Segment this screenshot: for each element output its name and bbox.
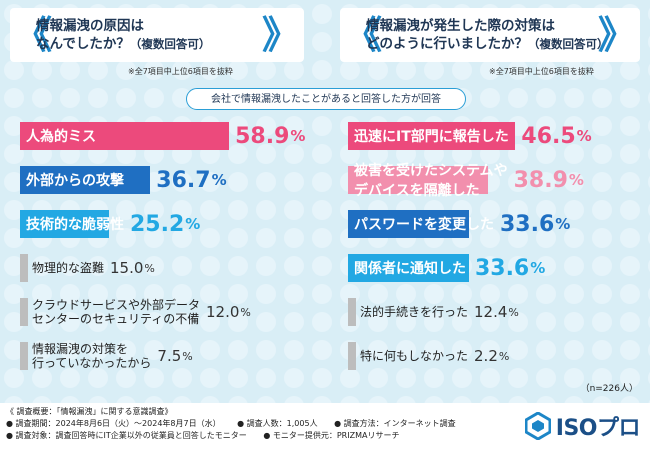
survey-count: ● 調査人数：1,005人: [237, 419, 318, 428]
bar-category-label: 情報漏洩の対策を 行っていなかったから: [32, 342, 152, 370]
bar-category-label: 外部からの攻撃: [26, 173, 124, 189]
bar-value-label: 58.9%: [235, 123, 306, 149]
right-question-header: 《 情報漏洩が発生した際の対策は どのように行いましたか？（複数回答可） 》: [340, 8, 640, 62]
bar: [20, 210, 110, 238]
bar-value-label: 38.9%: [513, 167, 584, 193]
right-title-line1: 情報漏洩が発生した際の対策は: [366, 18, 555, 34]
bar-category-label: 人為的ミス: [26, 129, 96, 145]
bar: [348, 122, 516, 150]
left-note: ※全7項目中上位6項目を抜粋: [128, 67, 233, 76]
bar-category-label: 物理的な盗難: [32, 261, 105, 275]
bar: [20, 122, 230, 150]
survey-overview: 《 調査概要：「情報漏洩」に関する意識調査》 ● 調査期間：2024年8月6日（…: [6, 406, 470, 442]
bar-value-label: 2.2%: [474, 347, 510, 365]
survey-target: ● 調査対象：調査回答時にIT企業以外の従業員と回答したモニター: [6, 431, 247, 440]
right-note: ※全7項目中上位6項目を抜粋: [489, 67, 594, 76]
bar: [348, 166, 489, 194]
bar-row: パスワードを変更した 33.6%: [348, 210, 638, 238]
isopro-logo: ISOプロ: [524, 411, 641, 441]
respondent-banner: 会社で情報漏洩したことがあると回答した方が回答: [186, 88, 466, 110]
bar-value-label: 33.6%: [474, 255, 546, 281]
bar-row: クラウドサービスや外部データ センターのセキュリティの不備 12.0%: [20, 298, 320, 326]
footer: 《 調査概要：「情報漏洩」に関する意識調査》 ● 調査期間：2024年8月6日（…: [0, 403, 650, 450]
bar-value-label: 36.7%: [156, 167, 227, 193]
survey-period: ● 調査期間：2024年8月6日（火）～2024年8月7日（水）: [6, 419, 221, 428]
bar-value-label: 46.5%: [521, 123, 592, 149]
right-bar-chart: 迅速にIT部門に報告した 46.5% 被害を受けたシステムや デバイスを隔離した 38.…: [348, 122, 638, 394]
bar-category-label: 迅速にIT部門に報告した: [354, 129, 509, 145]
bar-row: 外部からの攻撃 36.7%: [20, 166, 320, 194]
right-title-line2: どのように行いましたか？: [366, 36, 528, 52]
bar-value-label: 12.0%: [206, 303, 251, 321]
bar-category-label: 被害を受けたシステムや デバイスを隔離した: [354, 163, 508, 199]
background-dot-pattern: [0, 0, 650, 403]
bar-row: 関係者に通知した 33.6%: [348, 254, 638, 282]
left-question-title: 情報漏洩の原因は なんでしたか？（複数回答可）: [36, 17, 284, 53]
bar: [348, 210, 469, 238]
bar-value-label: 33.6%: [500, 211, 571, 237]
bar-category-label: 特に何もしなかった: [360, 349, 469, 363]
survey-method: ● 調査方法：インターネット調査: [334, 419, 456, 428]
bar-row: 物理的な盗難 15.0%: [20, 254, 320, 282]
bar: [20, 254, 28, 282]
infographic-panel: 《 情報漏洩の原因は なんでしたか？（複数回答可） 》 ※全7項目中上位6項目を…: [10, 8, 640, 394]
bar-category-label: 法的手続きを行った: [360, 305, 469, 319]
bar-category-label: パスワードを変更した: [354, 217, 494, 233]
bar-value-label: 7.5%: [157, 347, 193, 365]
bar-row: 技術的な脆弱性 25.2%: [20, 210, 320, 238]
left-bracket-icon: 《: [14, 13, 53, 57]
bar: [348, 298, 356, 326]
left-title-line2: なんでしたか？: [36, 36, 130, 52]
bar-row: 迅速にIT部門に報告した 46.5%: [348, 122, 638, 150]
bar-row: 情報漏洩の対策を 行っていなかったから 7.5%: [20, 342, 320, 370]
left-bracket-icon: 《: [344, 13, 383, 57]
bar: [20, 298, 28, 326]
left-title-line1: 情報漏洩の原因は: [36, 18, 144, 34]
right-title-sub: （複数回答可）: [528, 37, 609, 51]
logo-text: ISOプロ: [555, 416, 641, 441]
bar: [20, 342, 28, 370]
left-question-header: 《 情報漏洩の原因は なんでしたか？（複数回答可） 》: [10, 8, 304, 62]
bar-value-label: 25.2%: [130, 211, 201, 237]
right-bracket-icon: 》: [597, 13, 636, 57]
bar-row: 特に何もしなかった 2.2%: [348, 342, 638, 370]
bar-value-label: 15.0%: [110, 259, 155, 277]
bar-row: 法的手続きを行った 12.4%: [348, 298, 638, 326]
bar: [348, 342, 356, 370]
bar-row: 人為的ミス 58.9%: [20, 122, 320, 150]
hexagon-logo-icon: [524, 412, 551, 440]
bar-category-label: クラウドサービスや外部データ センターのセキュリティの不備: [32, 298, 201, 326]
left-bar-chart: 人為的ミス 58.9% 外部からの攻撃 36.7% 技術的な脆弱性 25.2% 物理的な盗難…: [20, 122, 320, 394]
bar-category-label: 関係者に通知した: [354, 261, 466, 277]
bar-value-label: 12.4%: [474, 303, 519, 321]
survey-provider: ● モニター提供元：PRIZMAリサーチ: [263, 431, 400, 440]
right-question-title: 情報漏洩が発生した際の対策は どのように行いましたか？（複数回答可）: [366, 17, 620, 53]
bar: [20, 166, 151, 194]
sample-size-note: （n=226人）: [580, 384, 638, 394]
left-title-sub: （複数回答可）: [129, 37, 211, 51]
bar: [348, 254, 469, 282]
bar-row: 被害を受けたシステムや デバイスを隔離した 38.9%: [348, 163, 638, 199]
bar-category-label: 技術的な脆弱性: [26, 217, 124, 233]
right-bracket-icon: 》: [261, 13, 300, 57]
survey-heading: 《 調査概要：「情報漏洩」に関する意識調査》: [6, 407, 173, 416]
